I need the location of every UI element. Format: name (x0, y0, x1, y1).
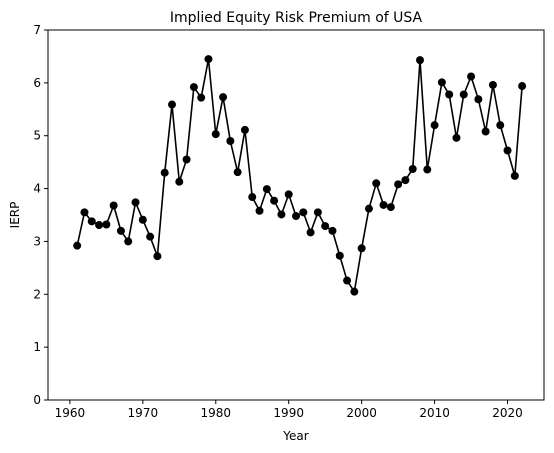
data-point (357, 244, 366, 253)
data-point (168, 100, 176, 109)
data-point (459, 90, 468, 99)
data-point (503, 146, 512, 155)
data-point (372, 179, 381, 188)
y-tick-label: 3 (33, 234, 41, 248)
plot-area (73, 55, 527, 296)
data-point (306, 228, 315, 237)
y-tick-label: 0 (33, 393, 41, 407)
data-point (313, 208, 322, 217)
x-tick-label: 2010 (419, 406, 450, 420)
data-point (262, 185, 271, 194)
series-line (76, 58, 523, 293)
data-point (394, 180, 403, 189)
x-tick-label: 1990 (273, 406, 304, 420)
data-point (248, 193, 257, 202)
data-point (255, 206, 264, 215)
data-point (182, 155, 191, 164)
data-point (87, 217, 96, 226)
x-tick-label: 1980 (200, 406, 231, 420)
y-tick-label: 5 (33, 129, 41, 143)
data-point (204, 55, 213, 64)
data-point (496, 121, 505, 130)
data-point (510, 171, 519, 180)
data-point (408, 165, 417, 174)
axes-frame (47, 29, 545, 401)
data-point (488, 80, 497, 89)
data-point (343, 276, 352, 285)
data-point (175, 177, 184, 186)
data-point (284, 190, 293, 199)
y-tick-label: 4 (33, 182, 41, 196)
x-axis-label: Year (282, 429, 308, 443)
data-point (452, 133, 461, 142)
y-axis: 0 1 2 3 4 5 6 7 (33, 23, 48, 407)
data-point (197, 93, 206, 102)
x-tick-label: 1970 (128, 406, 159, 420)
data-point (226, 137, 235, 145)
data-point (299, 208, 308, 217)
y-tick-label: 2 (33, 287, 41, 301)
data-point (109, 201, 118, 210)
data-point (364, 204, 373, 213)
data-point (80, 208, 89, 217)
data-point (386, 203, 395, 212)
data-point (437, 78, 446, 87)
data-point (102, 220, 111, 229)
data-point (379, 200, 388, 209)
x-tick-label: 2000 (346, 406, 377, 420)
data-point (138, 215, 147, 224)
data-point (350, 287, 359, 296)
data-point (116, 226, 125, 235)
data-point (430, 121, 439, 130)
data-point (211, 130, 220, 139)
data-point (270, 196, 279, 205)
data-point (416, 56, 424, 65)
data-point (73, 241, 82, 250)
data-point (474, 95, 483, 104)
y-tick-label: 6 (33, 76, 41, 90)
x-axis: 1960 1970 1980 1990 2000 2010 2020 (55, 400, 523, 420)
data-point (233, 168, 242, 177)
data-point (153, 252, 162, 261)
data-point (277, 210, 286, 219)
data-point (321, 222, 330, 231)
data-point (423, 165, 432, 174)
y-axis-label: IERP (8, 202, 22, 229)
y-tick-label: 1 (33, 340, 41, 354)
data-point (131, 198, 140, 207)
data-point (467, 72, 476, 81)
x-tick-label: 2020 (492, 406, 523, 420)
data-point (292, 212, 300, 221)
data-point (481, 127, 490, 136)
data-point (328, 226, 337, 235)
data-point (124, 237, 133, 246)
data-point (518, 82, 527, 91)
data-point (401, 176, 410, 185)
data-point (445, 90, 454, 99)
data-point (146, 232, 155, 241)
data-point (95, 221, 104, 230)
x-tick-label: 1960 (55, 406, 86, 420)
chart-title: Implied Equity Risk Premium of USA (170, 10, 423, 26)
data-point (240, 125, 249, 134)
data-point (335, 251, 344, 260)
data-point (160, 168, 169, 177)
y-tick-label: 7 (33, 23, 41, 37)
data-point (189, 83, 198, 92)
data-point (219, 93, 228, 102)
